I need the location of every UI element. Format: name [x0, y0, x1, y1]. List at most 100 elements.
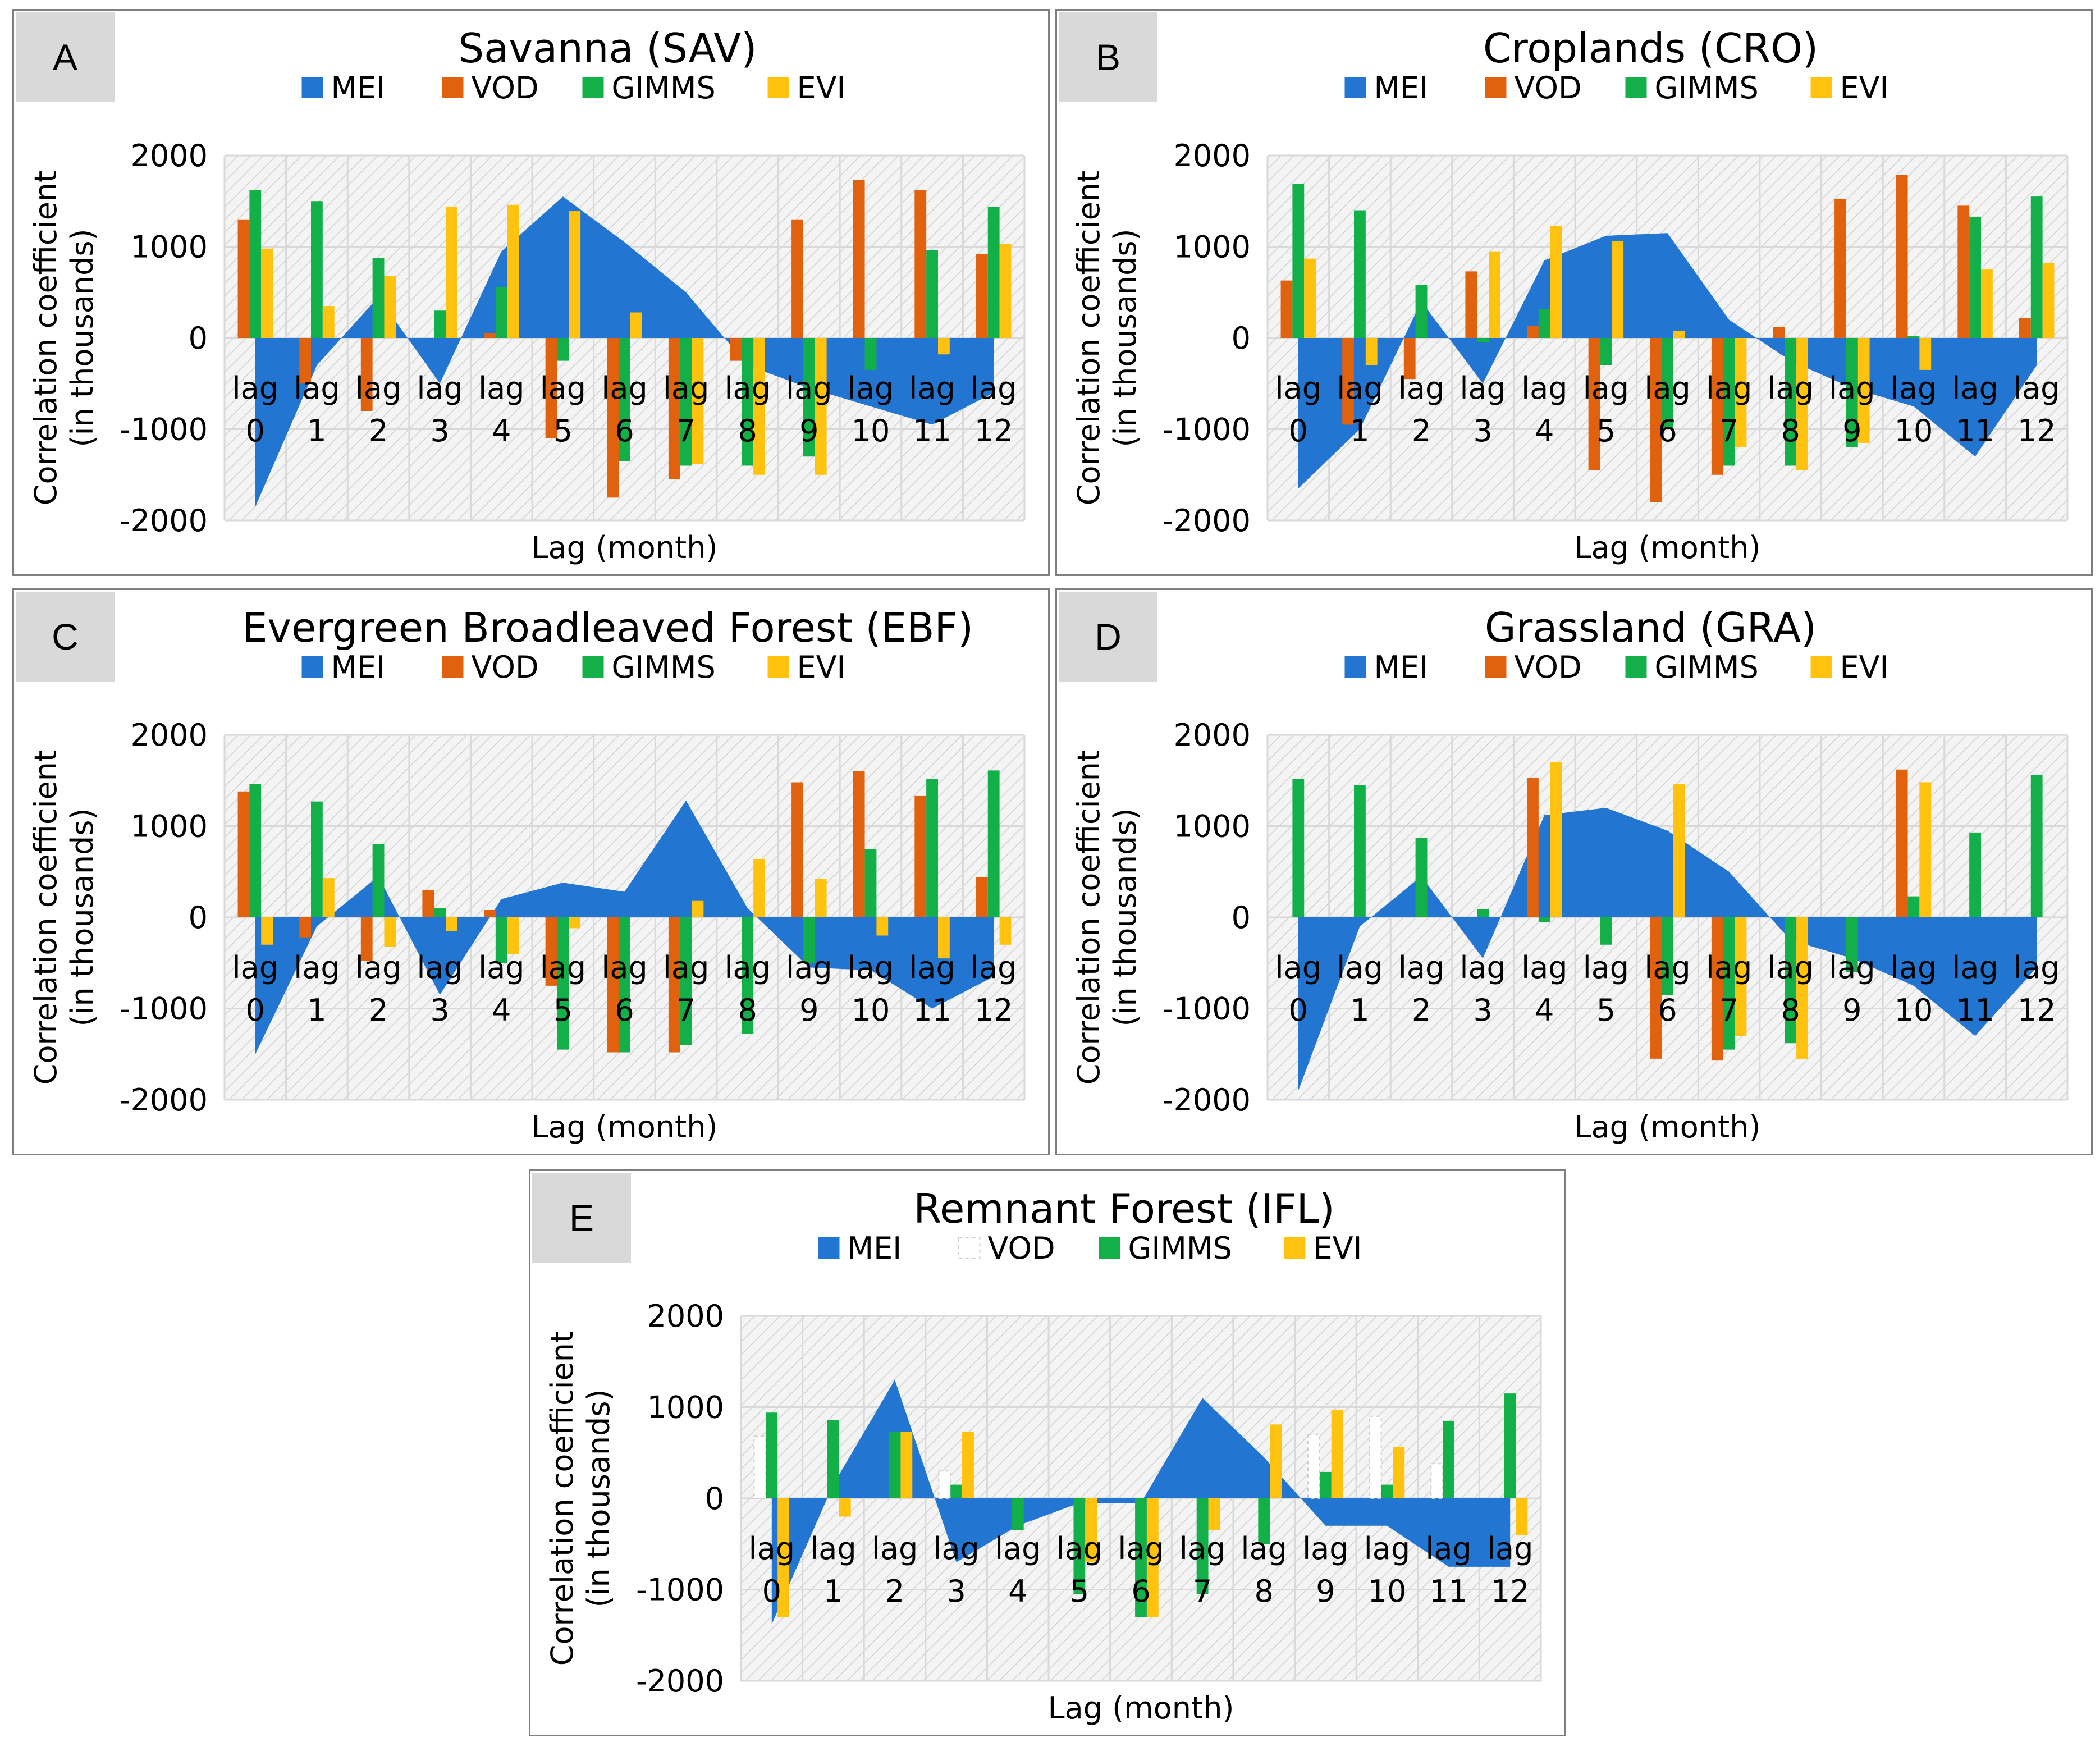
legend-swatch-gimms: [582, 77, 604, 98]
bar-evi-lag-3: [446, 207, 457, 338]
x-tick-lag-12-num: 12: [2017, 993, 2056, 1028]
y-tick-1000: -1000: [1163, 991, 1251, 1027]
y-axis-label-line2: (in thousands): [1108, 228, 1143, 447]
bar-gimms-lag-12: [2030, 775, 2043, 917]
y-tick-2000: 2000: [647, 1299, 724, 1334]
legend-label-evi: EVI: [1840, 650, 1889, 685]
x-tick-lag-7-num: 7: [1719, 993, 1738, 1028]
bar-evi-lag-6: [630, 312, 642, 338]
legend-label-mei: MEI: [1374, 650, 1429, 685]
x-tick-lag-12-num: 12: [2017, 413, 2056, 449]
x-tick-lag-12-num: 12: [974, 413, 1013, 449]
x-tick-lag-12-num: 12: [974, 993, 1013, 1028]
bar-gimms-lag-8: [1785, 338, 1797, 466]
x-tick-lag-4-word: lag: [478, 950, 524, 985]
x-tick-lag-3-num: 3: [946, 1574, 966, 1609]
x-tick-lag-3-word: lag: [417, 950, 463, 985]
bar-evi-lag-7: [1735, 338, 1747, 447]
chart-panel-evergreen-forest: 2000 1000 0 -1000 -2000 lag 0 lag 1 lag 2 lag 3 lag 4 l…: [12, 588, 1050, 1155]
bar-gimms-lag-3: [950, 1484, 963, 1498]
x-tick-lag-11-num: 11: [1429, 1574, 1468, 1609]
legend-label-mei: MEI: [1374, 70, 1429, 106]
x-tick-lag-5-word: lag: [540, 950, 586, 985]
bar-gimms-lag-6: [1662, 338, 1673, 429]
x-tick-lag-1-num: 1: [307, 993, 326, 1028]
y-tick-2000: 2000: [131, 717, 208, 753]
bar-gimms-lag-4: [1538, 309, 1550, 338]
x-tick-lag-2-num: 2: [369, 413, 388, 449]
bar-gimms-lag-11: [1969, 832, 1981, 917]
area-mei: [1298, 808, 2037, 1091]
x-tick-lag-6-num: 6: [1131, 1574, 1150, 1609]
bar-vod-lag-9: [1834, 199, 1846, 338]
bar-gimms-lag-1: [311, 201, 323, 338]
x-tick-lag-11-num: 11: [913, 413, 951, 449]
bar-vod-lag-11: [914, 795, 927, 917]
y-tick-0: 0: [1232, 900, 1251, 935]
x-tick-lag-6-word: lag: [1644, 950, 1690, 985]
bar-gimms-lag-11: [926, 250, 938, 338]
bar-evi-lag-10: [1919, 782, 1932, 917]
bar-gimms-lag-10: [1381, 1484, 1393, 1498]
bar-gimms-lag-7: [680, 917, 692, 1045]
x-tick-lag-9-word: lag: [1829, 950, 1875, 985]
legend-label-mei: MEI: [331, 70, 386, 106]
x-tick-lag-7-word: lag: [1706, 371, 1752, 406]
legend-swatch-evi: [767, 656, 789, 678]
x-tick-lag-10-num: 10: [1895, 413, 1933, 449]
area-mei: [255, 801, 994, 1054]
legend-label-evi: EVI: [1314, 1231, 1362, 1266]
x-tick-lag-0-num: 0: [762, 1574, 781, 1609]
bar-vod-lag-0: [237, 791, 250, 917]
bar-vod-lag-6: [607, 338, 619, 498]
x-tick-lag-0-word: lag: [1275, 950, 1321, 985]
x-tick-lag-10-num: 10: [1368, 1574, 1407, 1609]
bar-evi-lag-7: [692, 900, 704, 917]
bar-evi-lag-9: [1331, 1410, 1343, 1498]
x-tick-lag-5-word: lag: [1583, 950, 1629, 985]
y-axis-label-line2: (in thousands): [581, 1389, 616, 1607]
bar-gimms-lag-9: [1319, 1471, 1332, 1498]
bar-gimms-lag-12: [987, 207, 1000, 338]
legend-swatch-vod: [442, 77, 464, 98]
bar-gimms-lag-2: [1415, 285, 1428, 338]
chart-grassland: 200010000-1000-2000lag0lag1lag2lag3lag4l…: [1071, 604, 2069, 1145]
x-tick-lag-8-word: lag: [1241, 1531, 1287, 1566]
bar-vod-lag-10: [1896, 175, 1908, 338]
legend-swatch-gimms: [1625, 77, 1647, 98]
bar-gimms-lag-10: [864, 338, 877, 370]
panel-letter-c: C: [16, 592, 115, 682]
y-tick-2000: -2000: [1163, 1082, 1251, 1118]
x-tick-lag-2-num: 2: [1412, 413, 1431, 449]
legend-label-evi: EVI: [797, 650, 846, 685]
bar-gimms-lag-2: [372, 258, 385, 338]
bar-gimms-lag-8: [1785, 917, 1797, 1044]
legend-swatch-mei: [1344, 656, 1366, 678]
y-tick-1000: -1000: [636, 1572, 724, 1608]
bar-gimms-lag-6: [1135, 1498, 1147, 1617]
x-tick-lag-8-num: 8: [1255, 1574, 1274, 1609]
x-tick-lag-0-word: lag: [232, 950, 278, 985]
x-tick-lag-9-num: 9: [799, 993, 818, 1028]
x-tick-lag-11-num: 11: [1956, 993, 1994, 1028]
bar-evi-lag-6: [1146, 1498, 1159, 1617]
legend-label-gimms: GIMMS: [612, 650, 716, 685]
legend-label-vod: VOD: [472, 650, 539, 685]
bar-vod-lag-3: [938, 1470, 951, 1499]
y-tick-0: 0: [1232, 321, 1251, 356]
x-axis-label: Lag (month): [1047, 1690, 1234, 1726]
x-tick-lag-2-word: lag: [1398, 950, 1444, 985]
bar-gimms-lag-1: [1354, 210, 1366, 338]
area-mei: [255, 196, 994, 507]
bar-gimms-lag-1: [311, 801, 323, 917]
x-tick-lag-9-num: 9: [1842, 993, 1861, 1028]
x-tick-lag-0-num: 0: [246, 413, 265, 449]
x-tick-lag-9-word: lag: [786, 371, 832, 406]
x-tick-lag-8-word: lag: [725, 950, 771, 985]
x-tick-lag-9-num: 9: [1316, 1574, 1335, 1609]
x-tick-lag-11-word: lag: [909, 371, 955, 406]
bar-evi-lag-3: [1489, 251, 1500, 338]
bar-vod-lag-9: [791, 219, 803, 338]
x-tick-lag-9-word: lag: [1302, 1531, 1348, 1566]
bar-gimms-lag-8: [742, 338, 754, 466]
